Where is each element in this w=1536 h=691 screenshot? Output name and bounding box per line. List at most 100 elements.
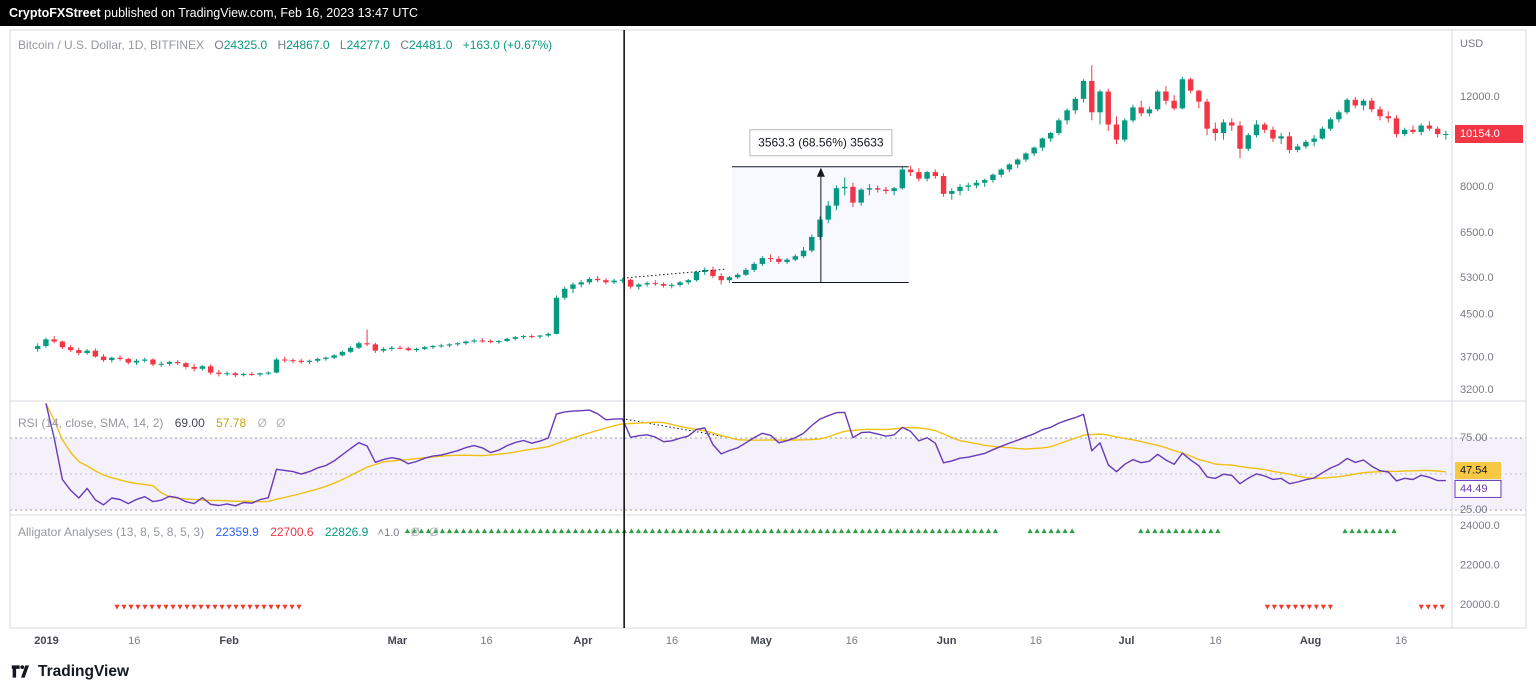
- up-arrow-icon: [523, 528, 530, 534]
- up-arrow-icon: [1145, 528, 1151, 534]
- price-tick-label: 12000.0: [1460, 91, 1500, 103]
- candle-body: [323, 357, 329, 359]
- candle-body: [43, 339, 49, 347]
- down-arrow-icon: [1418, 604, 1424, 610]
- time-tick-label: Aug: [1300, 635, 1321, 647]
- down-arrow-icon: [226, 604, 232, 610]
- up-arrow-icon: [705, 528, 712, 534]
- price-trend-dotted: [623, 268, 727, 279]
- chart-canvas[interactable]: 3563.3 (68.56%) 35633 USD 12000.0 8000.0 650…: [0, 26, 1536, 652]
- candle-body: [776, 258, 782, 262]
- candle-body: [1286, 136, 1293, 150]
- up-arrow-icon: [446, 528, 453, 534]
- candle-body: [669, 284, 675, 286]
- candle-body: [1023, 153, 1029, 160]
- tradingview-logo-icon[interactable]: [10, 661, 31, 682]
- up-arrow-icon: [544, 528, 551, 534]
- measure-label-box: [749, 129, 893, 157]
- candle-body: [356, 343, 362, 348]
- high-value: 24867.0: [286, 38, 330, 52]
- measure-label: 3563.3 (68.56%) 35633: [758, 136, 884, 150]
- down-arrow-icon: [1299, 604, 1305, 610]
- up-arrow-icon: [663, 528, 670, 534]
- candle-body: [660, 284, 667, 286]
- up-arrow-icon: [684, 528, 691, 534]
- candle-body: [422, 347, 428, 349]
- up-arrow-icon: [1194, 528, 1200, 534]
- time-tick-label: 16: [480, 635, 492, 647]
- candle-body: [924, 172, 930, 179]
- up-arrow-icon: [614, 528, 621, 534]
- rsi-sma-badge: [1455, 462, 1501, 480]
- up-arrow-icon: [1208, 528, 1214, 534]
- candle-body: [1443, 134, 1449, 136]
- rsi-value-1: 69.00: [174, 416, 205, 430]
- rsi-band: [10, 437, 1526, 511]
- candle-body: [1319, 128, 1326, 139]
- down-arrow-icon: [289, 604, 295, 610]
- candle-body: [1196, 90, 1202, 102]
- price-axis[interactable]: USD 12000.0 8000.0 6500.0 5300.0 4500.0 3700.0…: [1454, 38, 1523, 611]
- candle-body: [850, 186, 856, 203]
- price-tick-label: 5300.0: [1460, 272, 1494, 284]
- candle-body: [800, 250, 807, 257]
- candle-body: [545, 333, 551, 336]
- candle-body: [109, 357, 115, 361]
- candle-body: [553, 297, 560, 334]
- alligator-legend: Alligator Analyses (13, 8, 5, 8, 5, 3) 2…: [18, 525, 442, 539]
- up-arrow-icon: [467, 528, 474, 534]
- candle-body: [784, 259, 790, 262]
- price-legend: Bitcoin / U.S. Dollar, 1D, BITFINEX O243…: [18, 38, 552, 52]
- price-tick-label: 4500.0: [1460, 308, 1494, 320]
- candle-body: [397, 347, 403, 349]
- candle-body: [940, 176, 947, 194]
- up-arrow-icon: [600, 528, 607, 534]
- candle-body: [1262, 124, 1268, 130]
- candle-body: [430, 346, 436, 348]
- down-arrow-icon: [268, 604, 274, 610]
- candle-body: [1270, 129, 1276, 139]
- up-arrow-icon: [1391, 528, 1397, 534]
- up-arrow-icon: [1363, 528, 1369, 534]
- tradingview-brand[interactable]: TradingView: [38, 662, 130, 680]
- candle-body: [932, 172, 939, 177]
- measure-arrowhead: [816, 167, 825, 177]
- candle-body: [314, 358, 321, 361]
- candlestick-series[interactable]: [34, 65, 1449, 378]
- candle-body: [117, 357, 123, 359]
- candle-body: [207, 366, 214, 373]
- time-axis[interactable]: 2019 16 Feb Mar 16 Apr 16 May 16 Jun 16 Jul 16 Aug 16: [34, 635, 1407, 647]
- up-arrow-icon: [733, 528, 740, 534]
- alligator-lips-value: 22826.9: [324, 525, 369, 539]
- publish-info: published on TradingView.com, Feb 16, 20…: [100, 6, 419, 20]
- up-arrow-icon: [565, 528, 572, 534]
- candle-body: [183, 363, 189, 367]
- candle-body: [1039, 138, 1046, 148]
- candle-body: [257, 373, 263, 375]
- candle-body: [446, 344, 453, 346]
- up-arrow-icon: [747, 528, 754, 534]
- candle-body: [982, 180, 988, 183]
- rsi-tick-label: 75.00: [1460, 432, 1488, 444]
- candle-body: [759, 258, 766, 264]
- alligator-signals[interactable]: [114, 528, 1445, 610]
- up-arrow-icon: [789, 528, 796, 534]
- up-arrow-icon: [761, 528, 768, 534]
- candle-body: [1187, 79, 1194, 91]
- rsi-value-badge: [1454, 479, 1502, 498]
- candle-body: [216, 372, 222, 374]
- candle-body: [1434, 128, 1441, 135]
- candle-body: [59, 341, 66, 348]
- up-arrow-icon: [950, 528, 957, 534]
- up-arrow-icon: [628, 528, 635, 534]
- down-arrow-icon: [1278, 604, 1284, 610]
- rsi-series[interactable]: [45, 403, 1446, 507]
- candle-body: [142, 359, 148, 361]
- candle-body: [883, 189, 889, 192]
- open-label: O: [214, 38, 224, 52]
- down-arrow-icon: [1313, 604, 1319, 610]
- candle-body: [1031, 147, 1037, 154]
- alligator-tick-label: 22000.0: [1460, 560, 1500, 572]
- up-arrow-icon: [656, 528, 663, 534]
- candle-body: [817, 219, 823, 237]
